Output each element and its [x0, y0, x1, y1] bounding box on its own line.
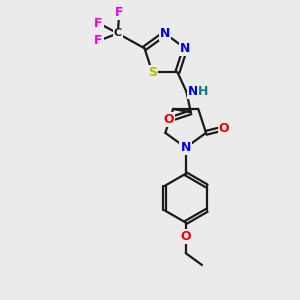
Text: N: N — [160, 27, 170, 40]
Text: H: H — [198, 85, 208, 98]
Text: C: C — [114, 28, 122, 38]
Text: S: S — [148, 66, 157, 79]
Text: F: F — [94, 34, 103, 47]
Text: F: F — [115, 6, 124, 19]
Text: O: O — [180, 230, 191, 243]
Text: O: O — [163, 113, 174, 126]
Text: N: N — [180, 42, 190, 55]
Text: N: N — [188, 85, 198, 98]
Text: F: F — [94, 16, 103, 29]
Text: N: N — [181, 141, 191, 154]
Text: O: O — [218, 122, 229, 135]
